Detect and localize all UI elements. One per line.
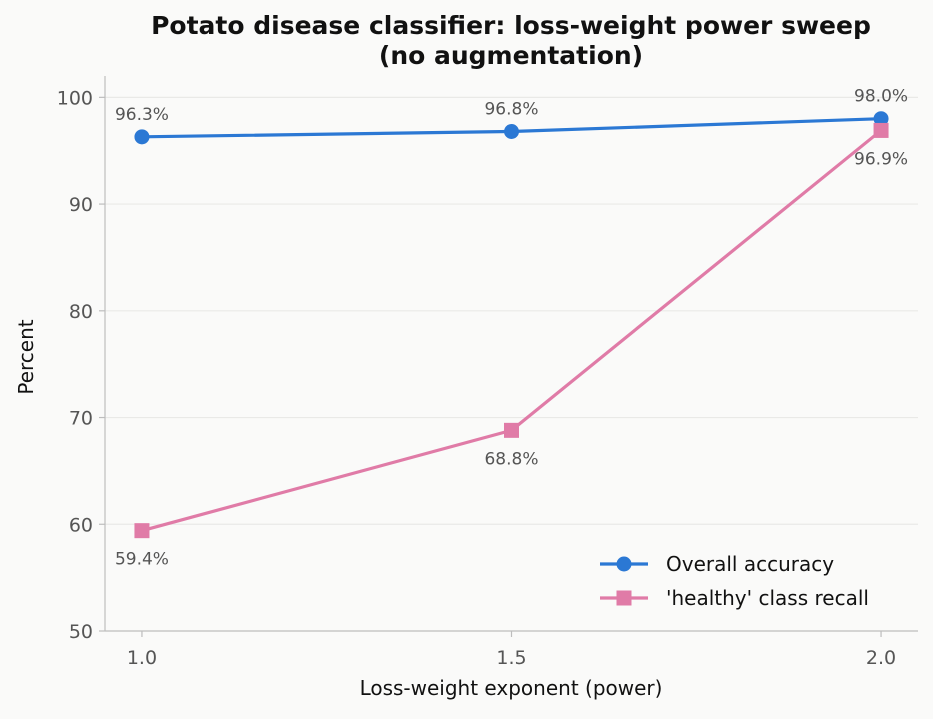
y-tick-layer: 50 60 70 80 90 100 [57,87,105,643]
y-tick-label: 50 [69,621,93,643]
legend-entry-label: 'healthy' class recall [666,586,869,610]
series-2-data-label: 59.4% [115,550,169,570]
y-tick-label: 70 [69,408,93,430]
x-tick-label: 1.0 [127,647,157,669]
grid-layer [105,96,918,525]
series-2-point [504,422,519,438]
series-1-data-label: 96.8% [484,100,538,120]
series-1-data-label: 96.3% [115,105,169,125]
chart-title-line-1: Potato disease classifier: loss-weight p… [151,11,871,40]
legend-marker-1 [616,556,632,572]
series-1-point [873,111,889,127]
x-tick-layer: 1.0 1.5 2.0 [127,631,896,669]
legend-entry-label: Overall accuracy [666,552,834,576]
series-1-point [134,129,150,145]
series-2-point [134,523,150,539]
legend-marker-2 [616,590,632,606]
series-2-point [873,122,889,138]
y-tick-label: 90 [69,194,93,216]
x-tick-label: 2.0 [866,647,896,669]
series-layer [134,111,889,539]
y-tick-label: 80 [69,301,93,323]
series-2-data-label: 68.8% [484,449,538,469]
chart-title-line-2: (no augmentation) [379,41,643,70]
x-tick-label: 1.5 [496,647,526,669]
y-axis-label: Percent [14,319,38,394]
series-1-data-label: 98.0% [854,87,908,107]
x-axis-label: Loss-weight exponent (power) [360,676,663,700]
series-1-point [504,124,519,139]
y-tick-label: 100 [57,87,93,109]
legend: Overall accuracy 'healthy' class recall [600,552,869,610]
y-tick-label: 60 [69,514,93,536]
data-label-layer: 96.3% 96.8% 98.0% 59.4% 68.8% 96.9% [115,87,908,570]
series-2-data-label: 96.9% [854,149,908,169]
